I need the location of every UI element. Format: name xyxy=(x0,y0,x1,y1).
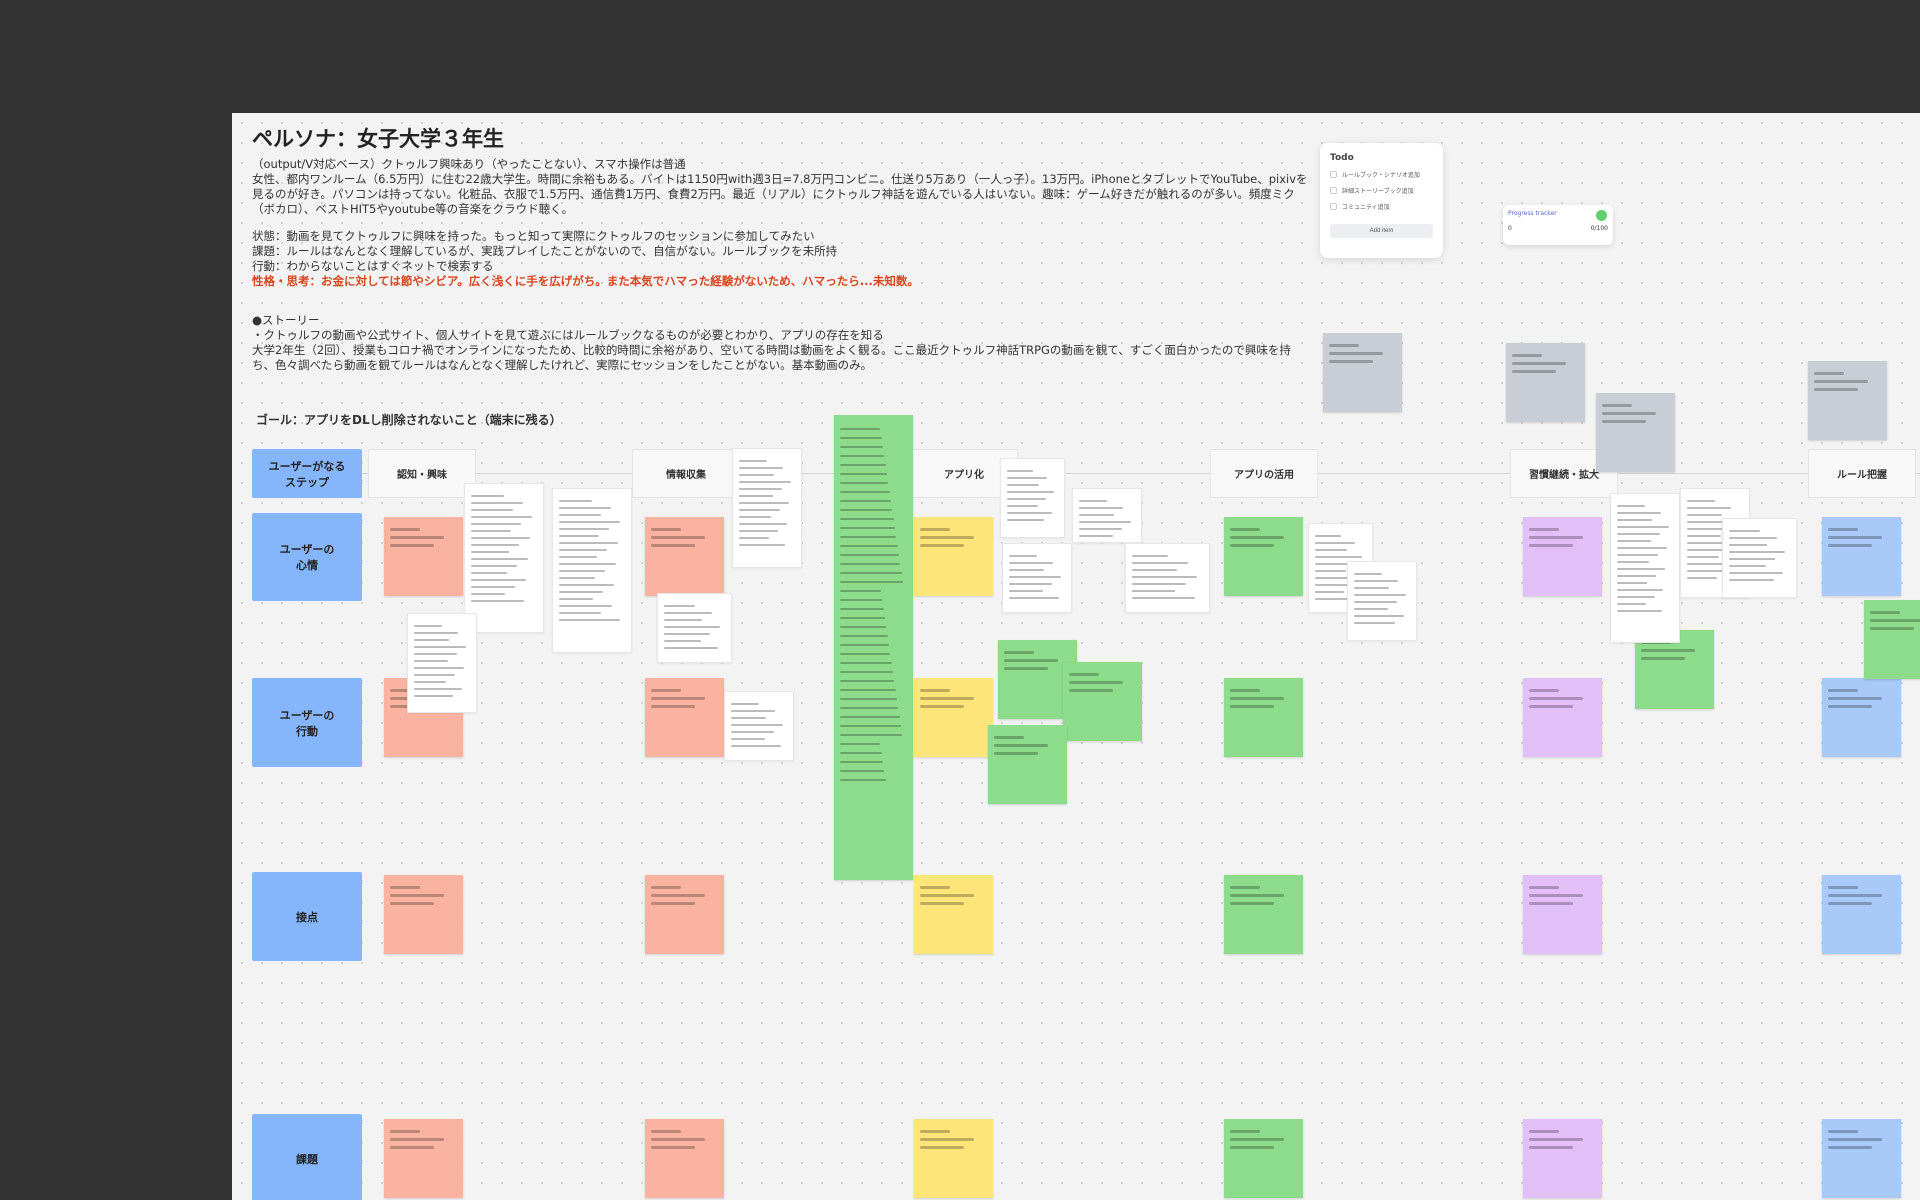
checkbox[interactable] xyxy=(1330,171,1337,178)
todo-item-label: 詳細ストーリーブック追加 xyxy=(1342,188,1414,195)
sticky-note-tall[interactable] xyxy=(834,415,913,880)
comment-card[interactable] xyxy=(724,691,794,761)
add-item-button[interactable]: Add item xyxy=(1330,224,1433,238)
row-label-issue[interactable]: 課題 xyxy=(252,1114,362,1200)
sticky-note[interactable] xyxy=(1323,333,1402,412)
progress-value: 0 xyxy=(1508,225,1512,232)
persona-description: （output/V対応ベース）クトゥルフ興味あり（やったことない）、スマホ操作は… xyxy=(252,157,1312,373)
sticky-note[interactable] xyxy=(1822,1119,1901,1198)
sticky-note[interactable] xyxy=(645,875,724,954)
comment-card[interactable] xyxy=(464,483,544,633)
comment-card[interactable] xyxy=(1610,493,1680,643)
sticky-note[interactable] xyxy=(1523,1119,1602,1198)
checkbox[interactable] xyxy=(1330,187,1337,194)
sticky-note[interactable] xyxy=(1523,678,1602,757)
story-line: 大学2年生（2回）、授業もコロナ禍でオンラインになったため、比較的時間に余裕があ… xyxy=(252,343,1291,372)
sticky-note[interactable] xyxy=(1822,678,1901,757)
comment-card[interactable] xyxy=(407,613,477,713)
sticky-note[interactable] xyxy=(1822,875,1901,954)
persona-action: 行動：わからないことはすぐネットで検索する xyxy=(252,259,494,273)
progress-card[interactable]: Progress tracker 0 0/100 xyxy=(1503,205,1613,245)
sticky-note[interactable] xyxy=(1635,630,1714,709)
todo-item[interactable]: ルールブック・シナリオ追加 xyxy=(1330,170,1433,179)
sticky-note[interactable] xyxy=(645,517,724,596)
sticky-note[interactable] xyxy=(1523,517,1602,596)
progress-total: 0/100 xyxy=(1590,225,1608,232)
connector-line xyxy=(362,473,1920,474)
todo-item-label: コミュニティ追加 xyxy=(1342,204,1390,211)
sticky-note[interactable] xyxy=(645,678,724,757)
sticky-note[interactable] xyxy=(1864,600,1920,679)
row-label-step[interactable]: ユーザーがなる ステップ xyxy=(252,449,362,498)
row-label-touchpoint[interactable]: 接点 xyxy=(252,872,362,961)
sticky-note[interactable] xyxy=(384,1119,463,1198)
sticky-note[interactable] xyxy=(914,517,993,596)
column-header[interactable]: ルール把握 xyxy=(1808,449,1916,498)
comment-card[interactable] xyxy=(657,593,732,663)
sticky-note[interactable] xyxy=(1224,1119,1303,1198)
row-label-feeling[interactable]: ユーザーの 心情 xyxy=(252,513,362,601)
sticky-note[interactable] xyxy=(384,875,463,954)
todo-item[interactable]: コミュニティ追加 xyxy=(1330,202,1433,211)
goal-text: ゴール：アプリをDLし削除されないこと（端末に残る） xyxy=(256,413,562,427)
todo-item-label: ルールブック・シナリオ追加 xyxy=(1342,172,1420,179)
comment-card[interactable] xyxy=(1722,518,1797,598)
column-header[interactable]: 情報収集 xyxy=(632,449,740,498)
sticky-note[interactable] xyxy=(1506,343,1585,422)
comment-card[interactable] xyxy=(732,448,802,568)
column-header[interactable]: アプリの活用 xyxy=(1210,449,1318,498)
column-header[interactable]: 認知・興味 xyxy=(368,449,476,498)
comment-card[interactable] xyxy=(1125,543,1210,613)
sticky-note[interactable] xyxy=(645,1119,724,1198)
story-line: ・クトゥルフの動画や公式サイト、個人サイトを見て遊ぶにはルールブックなるものが必… xyxy=(252,328,884,342)
sticky-note[interactable] xyxy=(988,725,1067,804)
comment-card[interactable] xyxy=(1000,458,1065,538)
comment-card[interactable] xyxy=(1347,561,1417,641)
todo-widget: Todo ルールブック・シナリオ追加 詳細ストーリーブック追加 コミュニティ追加… xyxy=(1320,143,1443,258)
persona-line: 女性、都内ワンルーム（6.5万円）に住む22歳大学生。時間に余裕もある。バイトは… xyxy=(252,172,1308,216)
sticky-note[interactable] xyxy=(914,1119,993,1198)
progress-card-title: Progress tracker xyxy=(1508,210,1557,217)
sticky-note[interactable] xyxy=(1808,361,1887,440)
todo-title: Todo xyxy=(1330,153,1354,163)
story-heading: ●ストーリー xyxy=(252,313,320,327)
persona-line: （output/V対応ベース）クトゥルフ興味あり（やったことない）、スマホ操作は… xyxy=(252,157,686,171)
sticky-note[interactable] xyxy=(1596,393,1675,472)
sticky-note[interactable] xyxy=(1822,517,1901,596)
sticky-note[interactable] xyxy=(914,875,993,954)
persona-issue: 課題：ルールはなんとなく理解しているが、実践プレイしたことがないので、自信がない… xyxy=(252,244,838,258)
sticky-note[interactable] xyxy=(914,678,993,757)
sticky-note[interactable] xyxy=(1063,662,1142,741)
comment-card[interactable] xyxy=(1072,488,1142,543)
comment-card[interactable] xyxy=(1002,543,1072,613)
sticky-note[interactable] xyxy=(1523,875,1602,954)
persona-state: 状態：動画を見てクトゥルフに興味を持った。もっと知って実際にクトゥルフのセッショ… xyxy=(252,229,815,243)
sticky-note[interactable] xyxy=(384,517,463,596)
sticky-note[interactable] xyxy=(1224,875,1303,954)
comment-card[interactable] xyxy=(552,488,632,653)
status-dot-icon xyxy=(1596,210,1607,221)
row-label-behavior[interactable]: ユーザーの 行動 xyxy=(252,678,362,767)
checkbox[interactable] xyxy=(1330,203,1337,210)
todo-item[interactable]: 詳細ストーリーブック追加 xyxy=(1330,186,1433,195)
sticky-note[interactable] xyxy=(1224,517,1303,596)
whiteboard-canvas[interactable]: ペルソナ：女子大学３年生 （output/V対応ベース）クトゥルフ興味あり（やっ… xyxy=(232,113,1920,1200)
persona-title: ペルソナ：女子大学３年生 xyxy=(252,127,504,151)
sticky-note[interactable] xyxy=(1224,678,1303,757)
persona-character: 性格・思考：お金に対しては節やシビア。広く浅くに手を広げがち。また本気でハマった… xyxy=(252,274,919,288)
